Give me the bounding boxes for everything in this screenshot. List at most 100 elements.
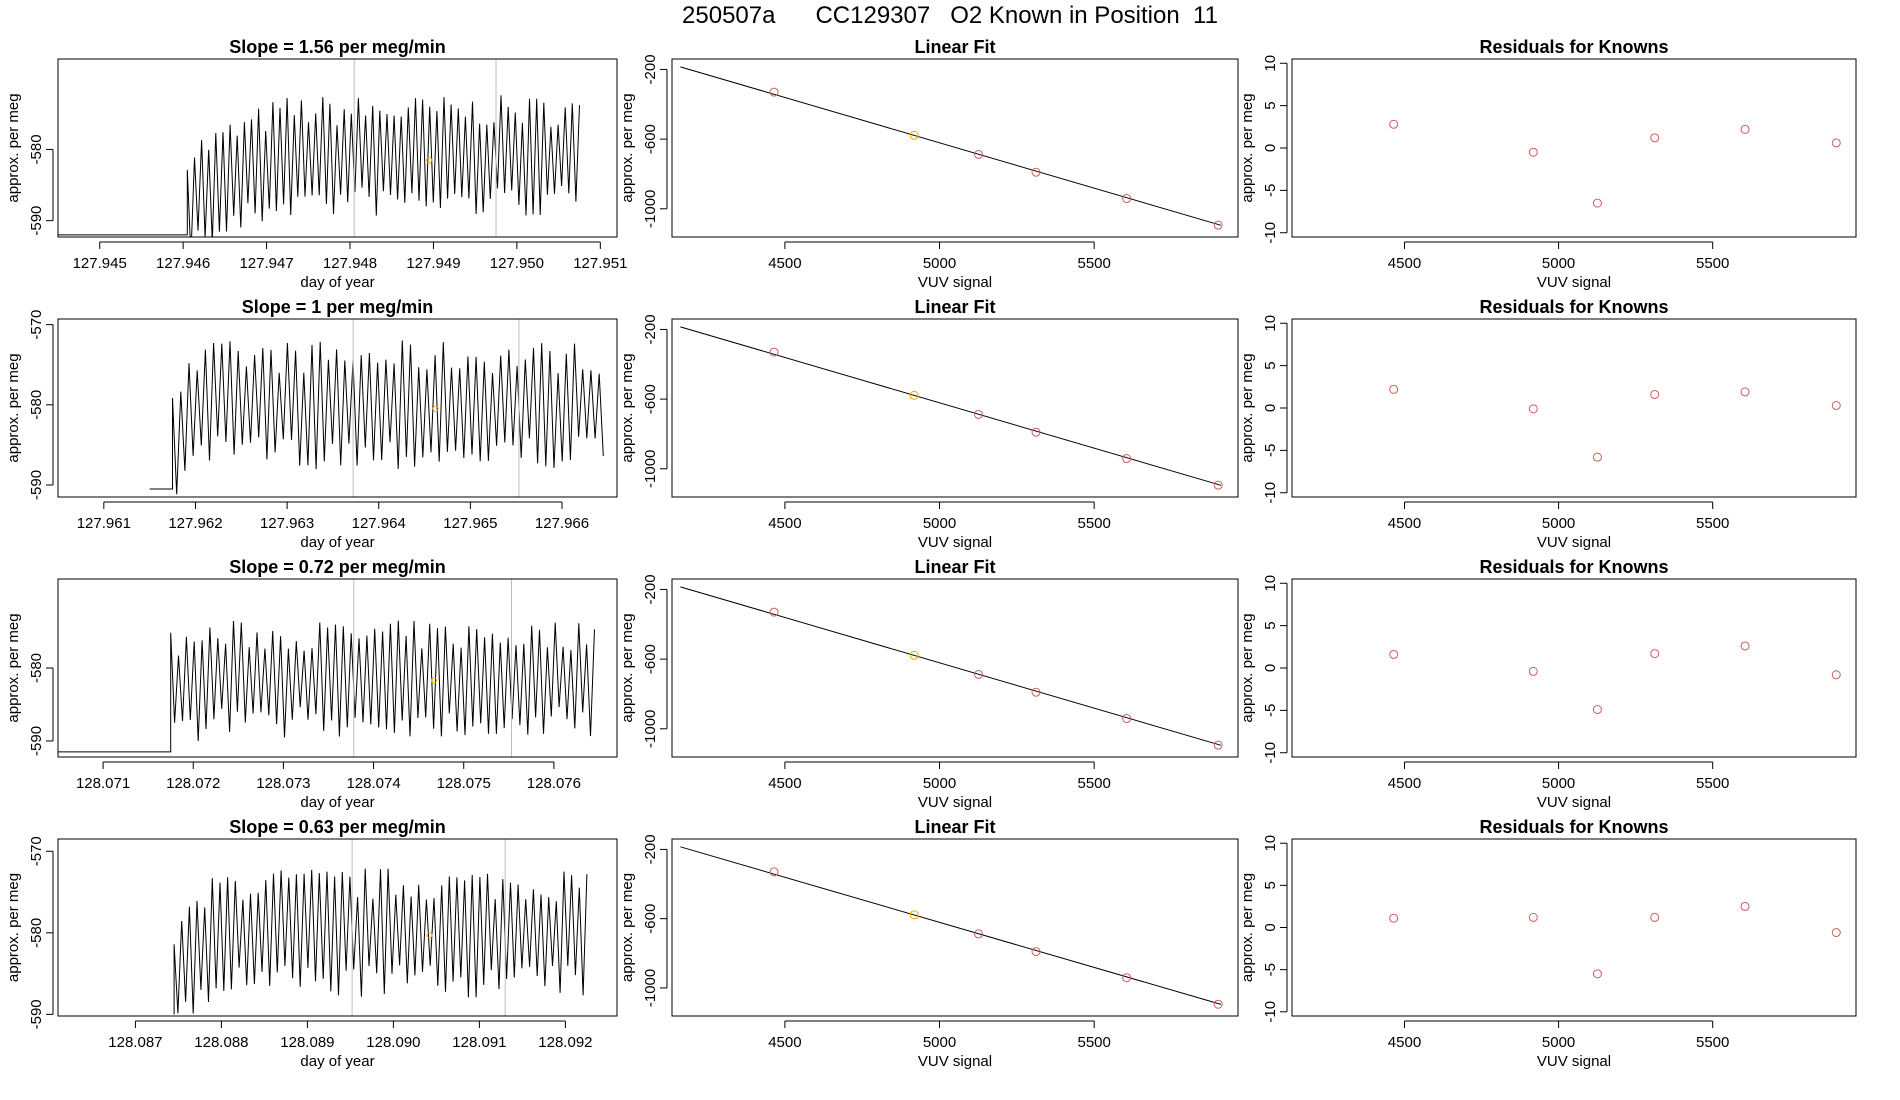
x-tick-label: 5500 xyxy=(1077,255,1110,272)
known-point xyxy=(1213,480,1223,490)
plot-area xyxy=(1389,901,1841,979)
signal-line xyxy=(58,620,595,753)
x-tick-label: 128.071 xyxy=(76,775,130,792)
panel-3-1: 128.071 128.072 128.073 128.074 128.075 128.0… xyxy=(5,578,618,811)
y-tick-label: -570 xyxy=(28,310,45,340)
known-point xyxy=(1650,133,1660,143)
y-tick-label: -600 xyxy=(642,384,659,414)
y-axis: -590 -580 xyxy=(28,653,54,756)
plot-area xyxy=(149,319,604,497)
plot-area xyxy=(680,66,1223,230)
standard-point xyxy=(909,130,919,140)
y-tick-label: -5 xyxy=(1262,444,1279,457)
x-tick-label: 4500 xyxy=(768,775,801,792)
x-axis-label: VUV signal xyxy=(1537,1053,1611,1070)
known-point xyxy=(1389,119,1399,129)
plot-area xyxy=(1389,384,1841,462)
known-point xyxy=(1740,124,1750,134)
y-axis: -10 -5 0 5 10 xyxy=(1262,315,1288,504)
panel-title: Linear Fit xyxy=(914,817,995,837)
x-tick-label: 5000 xyxy=(1542,515,1575,532)
known-point xyxy=(1592,452,1602,462)
x-tick-label: 4500 xyxy=(1388,515,1421,532)
known-point xyxy=(1592,198,1602,208)
x-axis-label: VUV signal xyxy=(1537,274,1611,291)
x-tick-label: 5500 xyxy=(1696,255,1729,272)
x-tick-label: 5500 xyxy=(1696,1034,1729,1051)
x-tick-label: 5500 xyxy=(1077,1034,1110,1051)
plot-area xyxy=(1389,119,1841,208)
y-axis: -10 -5 0 5 10 xyxy=(1262,835,1288,1023)
plot-area xyxy=(58,579,595,757)
x-axis: 4500 5000 5500 xyxy=(768,1020,1111,1051)
x-axis: 4500 5000 5500 xyxy=(1388,1020,1729,1051)
y-tick-label: 0 xyxy=(1262,404,1279,412)
y-tick-label: -580 xyxy=(28,134,45,164)
y-axis: -1000 -600 -200 xyxy=(642,574,668,748)
panel-title: Residuals for Knowns xyxy=(1479,37,1668,57)
panel-2-3: 4500 5000 5500 -10 -5 0 5 10 VUV signal approx. p… xyxy=(1239,315,1857,551)
panel-4-1: 128.087 128.088 128.089 128.090 128.091 128.0… xyxy=(5,836,618,1070)
panel-title: Linear Fit xyxy=(914,557,995,577)
y-tick-label: 10 xyxy=(1262,315,1279,332)
x-axis-label: day of year xyxy=(300,1053,374,1070)
y-axis: -590 -580 -570 xyxy=(28,836,54,1029)
x-axis-label: VUV signal xyxy=(1537,794,1611,811)
y-tick-label: 10 xyxy=(1262,575,1279,592)
plot-frame xyxy=(57,578,618,758)
x-tick-label: 128.090 xyxy=(366,1034,420,1051)
y-tick-label: -10 xyxy=(1262,742,1279,764)
panel-title: Slope = 0.63 per meg/min xyxy=(229,817,446,837)
known-point xyxy=(1122,973,1132,983)
known-point xyxy=(769,347,779,357)
y-tick-label: 10 xyxy=(1262,835,1279,852)
y-tick-label: -10 xyxy=(1262,1001,1279,1023)
y-axis-label: approx. per meg xyxy=(1239,873,1256,982)
x-tick-label: 127.966 xyxy=(535,515,589,532)
x-tick-label: 4500 xyxy=(768,515,801,532)
y-tick-label: 10 xyxy=(1262,55,1279,72)
x-axis-label: VUV signal xyxy=(918,534,992,551)
plot-frame xyxy=(57,58,618,238)
known-point xyxy=(1389,649,1399,659)
plot-frame xyxy=(671,318,1239,498)
x-tick-label: 127.965 xyxy=(443,515,497,532)
plot-area xyxy=(1389,641,1841,715)
y-axis: -590 -580 -570 xyxy=(28,310,54,500)
y-tick-label: 0 xyxy=(1262,664,1279,672)
standard-point xyxy=(909,910,919,920)
panel-2-2: 4500 5000 5500 -1000 -600 -200 VUV signal appro… xyxy=(619,314,1239,551)
y-tick-label: 0 xyxy=(1262,923,1279,931)
x-tick-label: 128.092 xyxy=(538,1034,592,1051)
plot-frame xyxy=(1291,318,1857,498)
y-axis-label: approx. per meg xyxy=(619,93,636,202)
x-tick-label: 4500 xyxy=(1388,255,1421,272)
known-point xyxy=(1213,740,1223,750)
x-tick-label: 4500 xyxy=(1388,775,1421,792)
y-tick-label: -1000 xyxy=(642,190,659,228)
y-tick-label: -200 xyxy=(642,54,659,84)
y-axis-label: approx. per meg xyxy=(1239,613,1256,722)
x-tick-label: 5000 xyxy=(923,775,956,792)
x-axis-label: VUV signal xyxy=(918,274,992,291)
y-tick-label: -570 xyxy=(28,836,45,866)
plot-area xyxy=(173,839,588,1016)
x-axis-label: day of year xyxy=(300,274,374,291)
known-point xyxy=(974,149,984,159)
x-tick-label: 127.961 xyxy=(77,515,131,532)
x-tick-label: 127.947 xyxy=(239,255,293,272)
known-point xyxy=(1592,969,1602,979)
x-tick-label: 128.074 xyxy=(346,775,400,792)
known-point xyxy=(1650,912,1660,922)
mean-marker xyxy=(430,677,437,684)
x-axis: 4500 5000 5500 xyxy=(768,761,1111,792)
x-tick-label: 4500 xyxy=(1388,1034,1421,1051)
panel-title: Residuals for Knowns xyxy=(1479,297,1668,317)
plot-frame xyxy=(671,58,1239,238)
known-point xyxy=(1031,167,1041,177)
y-tick-label: -590 xyxy=(28,470,45,500)
known-point xyxy=(769,87,779,97)
mean-marker xyxy=(426,932,433,939)
x-axis: 4500 5000 5500 xyxy=(768,241,1111,272)
x-tick-label: 128.076 xyxy=(527,775,581,792)
